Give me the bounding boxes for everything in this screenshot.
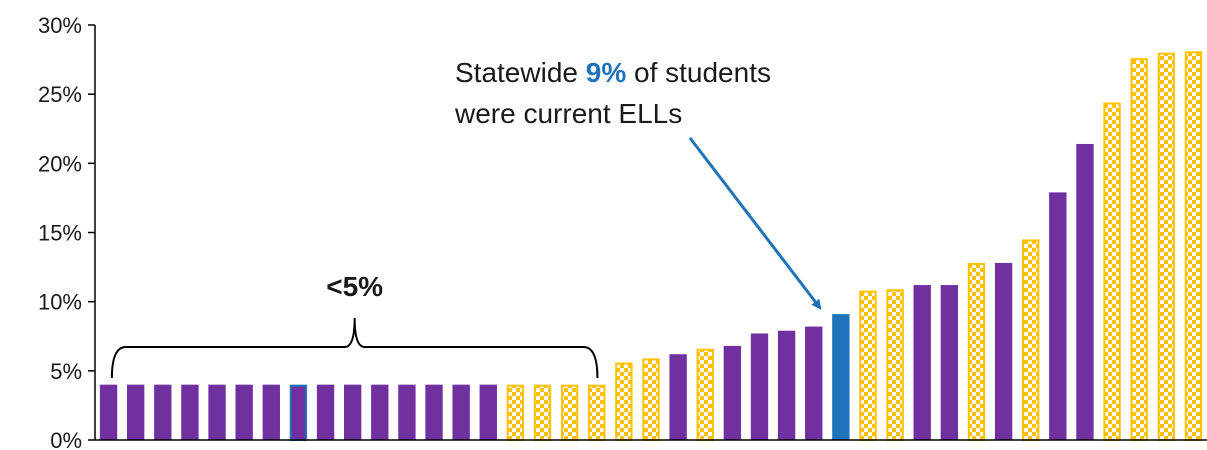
bar-17: [533, 384, 552, 441]
y-axis: 0% 5% 10% 15% 20% 25% 30%: [38, 13, 96, 450]
bar-26: [777, 330, 796, 440]
bracket-label: <5%: [326, 271, 383, 302]
bar-4: [181, 384, 199, 440]
bar-21: [642, 358, 660, 441]
bars: [99, 51, 1203, 442]
bar-12: [398, 384, 416, 440]
bar-27: [805, 326, 823, 440]
y-tick-label: 20%: [38, 151, 82, 176]
bar-16: [506, 384, 525, 441]
bar-10: [343, 384, 362, 440]
bar-40: [1157, 52, 1175, 442]
y-tick-label: 5%: [50, 359, 82, 384]
statewide-annotation-line1: Statewide 9% of students: [455, 57, 771, 88]
under-5-bracket: <5%: [110, 271, 599, 379]
statewide-highlight-value: 9%: [586, 57, 627, 88]
bar-33: [967, 262, 986, 441]
bar-5: [208, 384, 226, 440]
bar-13: [425, 384, 443, 440]
bar-29: [859, 290, 877, 441]
bar-11: [371, 384, 389, 440]
bar-41: [1184, 51, 1203, 442]
y-tick-label: 30%: [38, 13, 82, 38]
statewide-annotation-line2: were current ELLs: [454, 98, 682, 129]
bar-23: [696, 348, 714, 442]
statewide-arrow: [688, 137, 822, 310]
bar-34: [994, 262, 1013, 440]
statewide-annotation: Statewide 9% of students were current EL…: [454, 57, 822, 310]
bar-2: [127, 384, 145, 440]
bar-1: [99, 384, 118, 440]
y-tick-label: 10%: [38, 290, 82, 315]
y-tick-label: 0%: [50, 428, 82, 450]
y-tick-label: 15%: [38, 221, 82, 246]
bar-36: [1049, 192, 1067, 440]
bar-9: [316, 384, 335, 440]
bar-20: [615, 362, 633, 441]
statewide-suffix: of students: [626, 57, 771, 88]
bar-7: [262, 384, 280, 440]
y-tick-label: 25%: [38, 82, 82, 107]
bar-24: [723, 345, 742, 440]
bar-14: [452, 384, 470, 440]
statewide-prefix: Statewide: [455, 57, 586, 88]
bar-18: [560, 384, 579, 441]
bar-31: [913, 285, 931, 440]
bar-25: [750, 333, 769, 440]
bar-37: [1076, 143, 1094, 440]
bar-22: [669, 354, 687, 440]
bar-28: [832, 314, 850, 440]
bar-35: [1022, 239, 1040, 441]
bar-32: [940, 285, 959, 440]
bar-6: [235, 384, 253, 440]
bar-8: [289, 384, 308, 441]
bracket-path: [110, 317, 599, 379]
bar-30: [886, 289, 904, 442]
bar-3: [154, 384, 172, 440]
bar-38: [1103, 102, 1121, 441]
bar-15: [479, 384, 497, 440]
bar-39: [1130, 58, 1148, 441]
bar-19: [588, 384, 606, 441]
